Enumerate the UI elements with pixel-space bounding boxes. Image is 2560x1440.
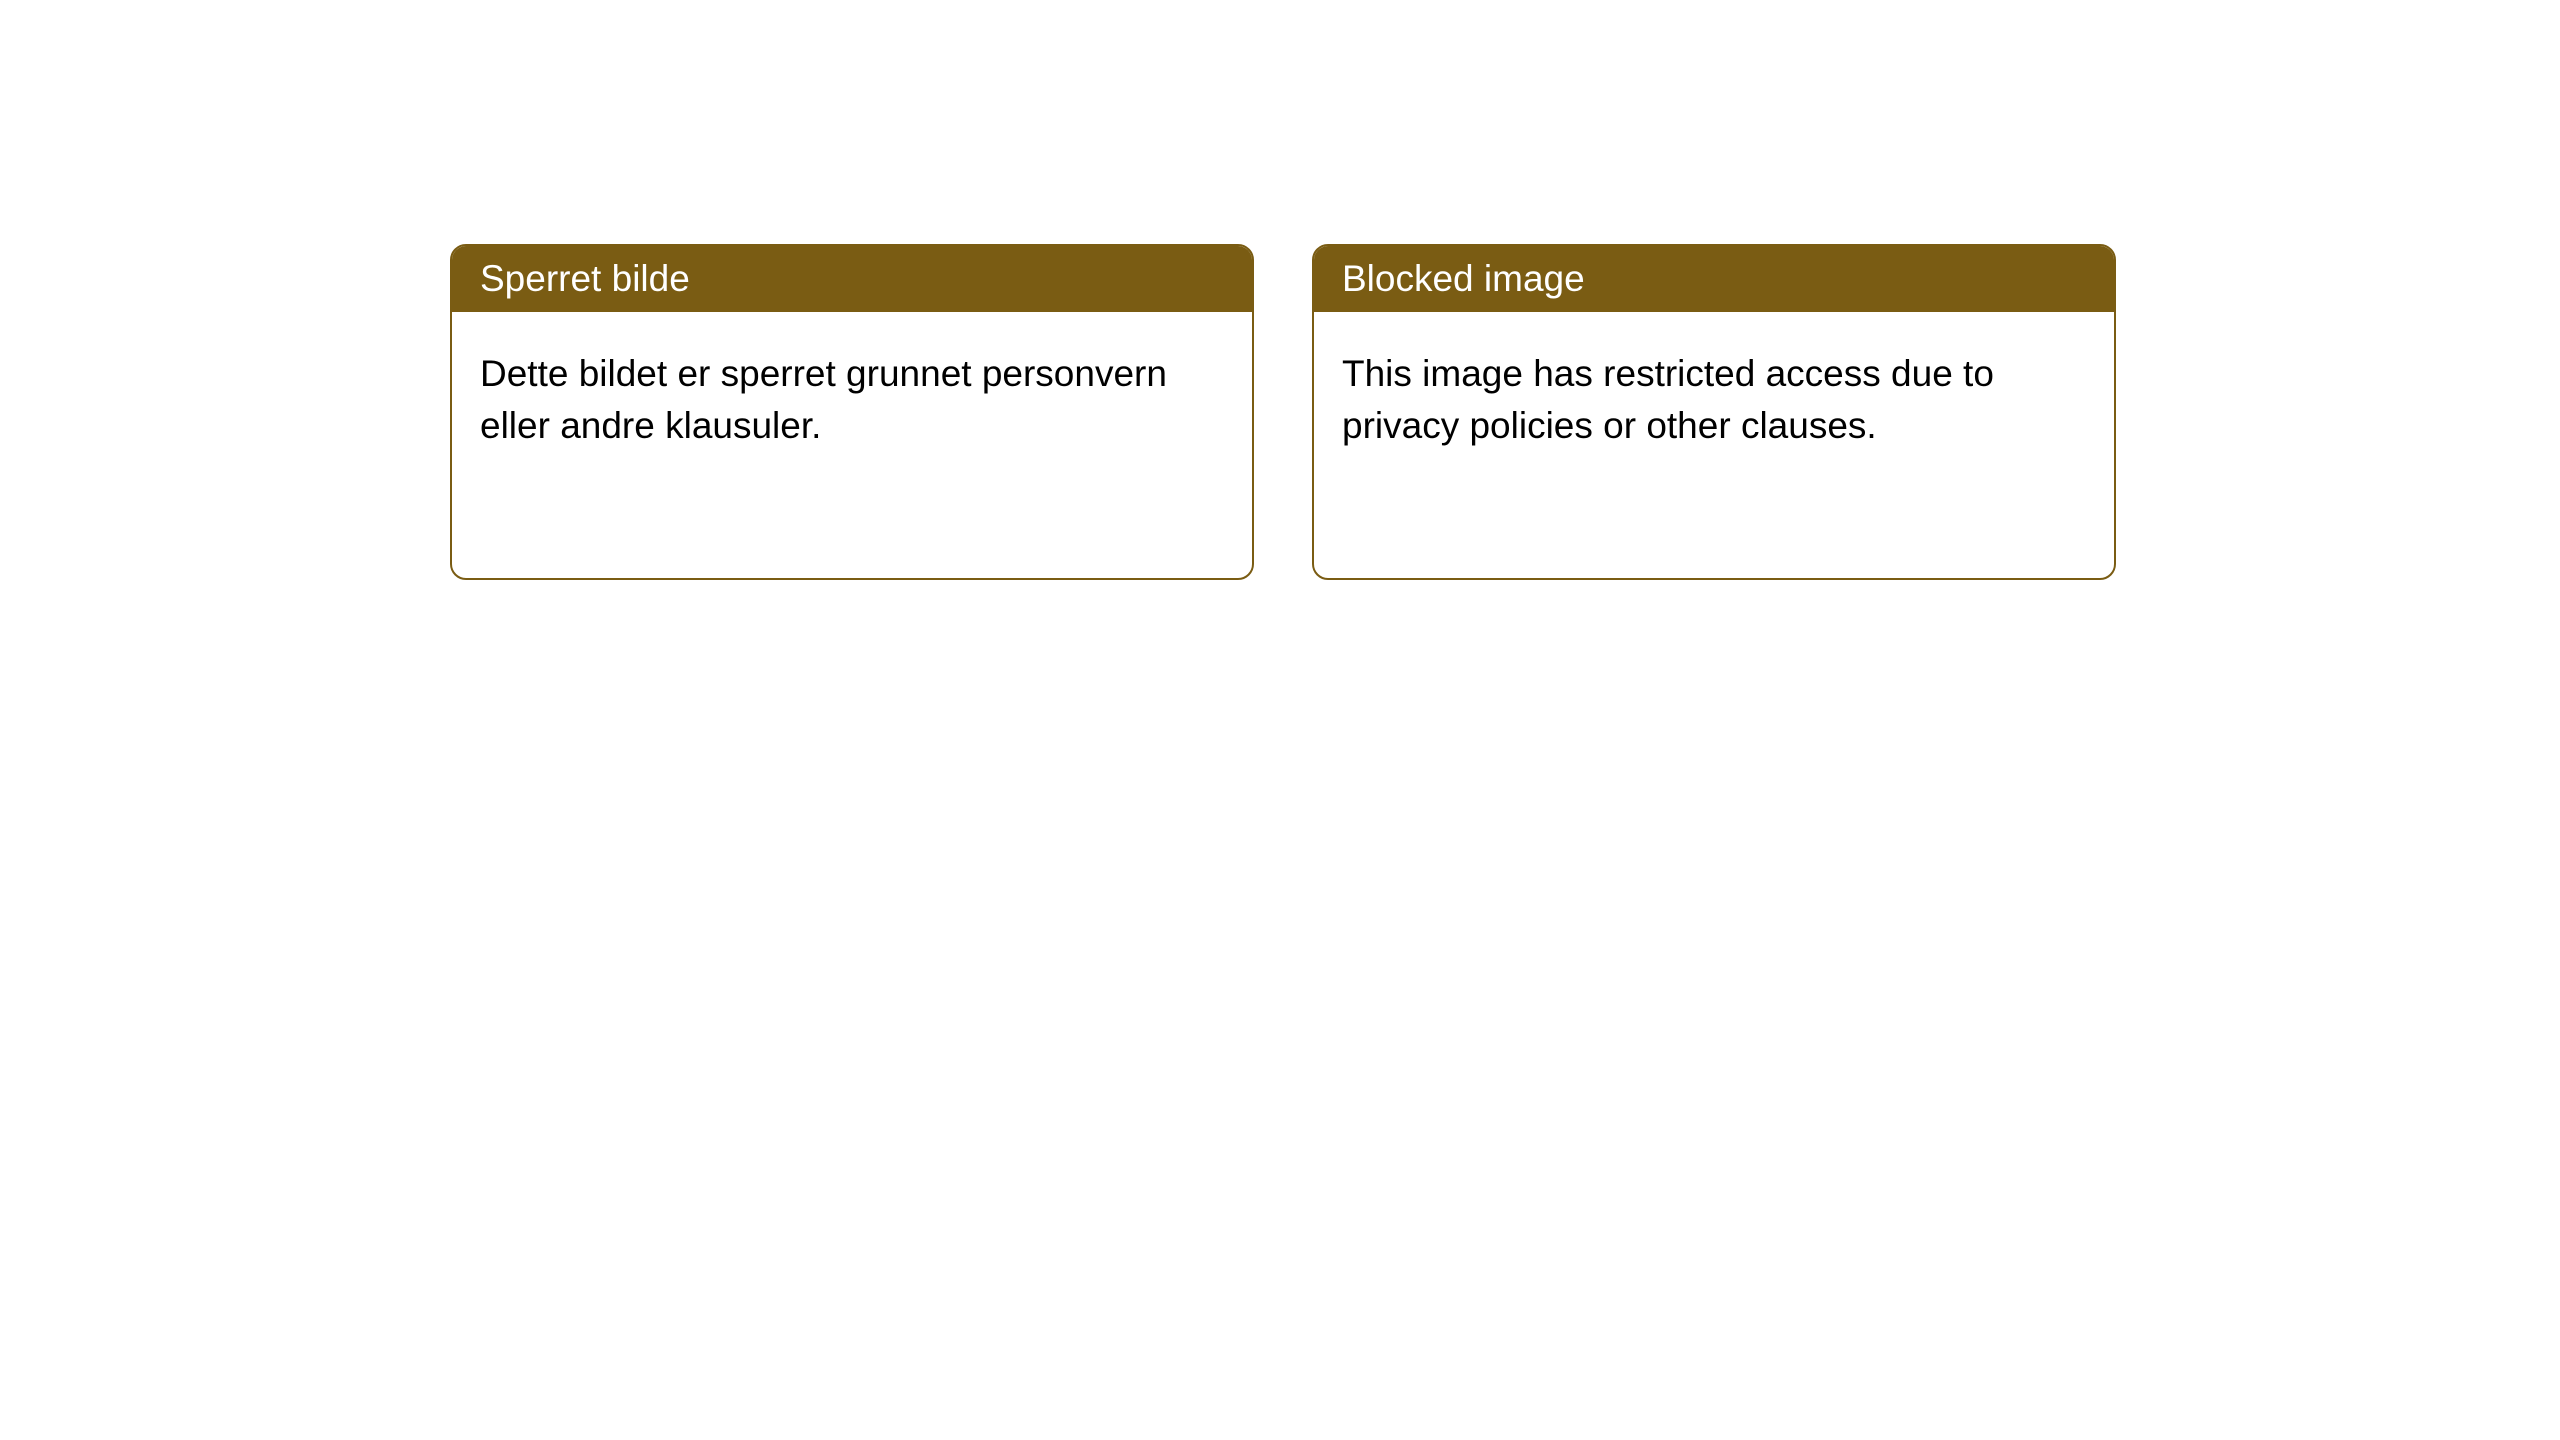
card-header: Sperret bilde bbox=[452, 246, 1252, 312]
notice-container: Sperret bilde Dette bildet er sperret gr… bbox=[0, 0, 2560, 580]
notice-card-english: Blocked image This image has restricted … bbox=[1312, 244, 2116, 580]
card-title: Sperret bilde bbox=[480, 258, 690, 299]
notice-card-norwegian: Sperret bilde Dette bildet er sperret gr… bbox=[450, 244, 1254, 580]
card-title: Blocked image bbox=[1342, 258, 1585, 299]
card-header: Blocked image bbox=[1314, 246, 2114, 312]
card-body: Dette bildet er sperret grunnet personve… bbox=[452, 312, 1252, 488]
card-body-text: Dette bildet er sperret grunnet personve… bbox=[480, 353, 1167, 446]
card-body: This image has restricted access due to … bbox=[1314, 312, 2114, 488]
card-body-text: This image has restricted access due to … bbox=[1342, 353, 1994, 446]
